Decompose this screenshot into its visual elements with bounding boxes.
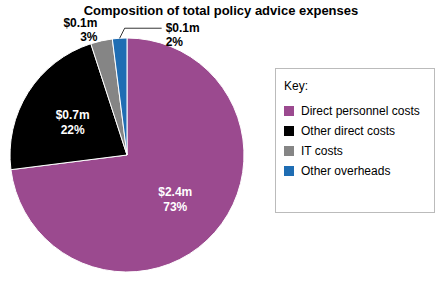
html-text:Key:: Key: xyxy=(284,79,308,93)
html-text:IT costs: IT costs xyxy=(301,144,343,158)
html-text:Other direct costs: Other direct costs xyxy=(301,124,395,138)
svg-text:$0.1m3%: $0.1m3% xyxy=(63,16,97,44)
svg-text:$0.7m22%: $0.7m22% xyxy=(56,108,90,137)
html-text:Direct personnel costs: Direct personnel costs xyxy=(301,104,420,118)
svg-text:$2.4m73%: $2.4m73% xyxy=(158,185,192,214)
html-text:Composition of total policy ad: Composition of total policy advice expen… xyxy=(83,3,359,18)
svg-text:$0.1m2%: $0.1m2% xyxy=(166,21,200,49)
html-text:Other overheads: Other overheads xyxy=(301,164,391,178)
